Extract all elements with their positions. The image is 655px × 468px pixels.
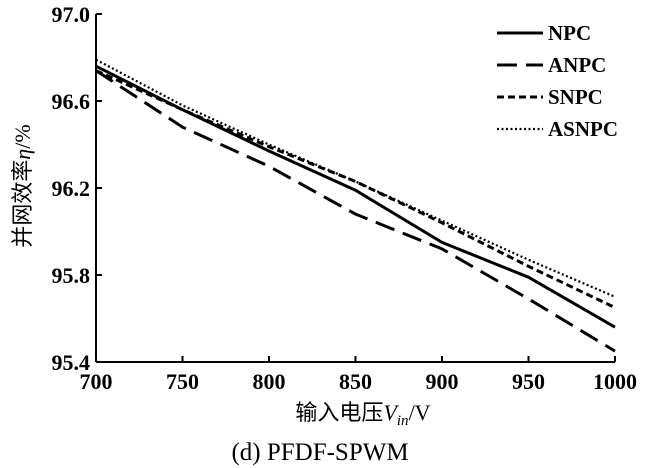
- y-tick-label: 97.0: [52, 2, 91, 27]
- y-tick-label: 95.8: [52, 263, 91, 288]
- x-tick-label: 700: [80, 369, 113, 394]
- series-line-anpc: [95, 69, 616, 353]
- legend-label-anpc: ANPC: [548, 53, 606, 77]
- x-tick-label: 800: [253, 369, 286, 394]
- x-tick-label: 750: [166, 369, 199, 394]
- series-line-asnpc: [95, 58, 616, 298]
- series-lines: [95, 58, 616, 353]
- x-axis-title: 输入电压Vin/V: [295, 400, 430, 429]
- y-tick-label: 96.2: [52, 176, 91, 201]
- x-tick-label: 950: [512, 369, 545, 394]
- series-line-npc: [95, 64, 616, 329]
- legend: NPC ANPC SNPC ASNPC: [497, 21, 618, 141]
- x-tick-label: 900: [426, 369, 459, 394]
- y-tick-label: 96.6: [52, 89, 91, 114]
- chart-caption: (d) PFDF-SPWM: [231, 439, 408, 466]
- legend-label-asnpc: ASNPC: [548, 117, 618, 141]
- y-axis-title: 并网效率η/%: [10, 124, 36, 247]
- series-line-snpc: [95, 69, 616, 309]
- x-axis: 700 750 800 850 900 950 1000: [80, 356, 637, 394]
- legend-label-snpc: SNPC: [548, 85, 603, 109]
- x-tick-label: 850: [339, 369, 372, 394]
- legend-label-npc: NPC: [548, 21, 591, 45]
- y-tick-label: 95.4: [52, 350, 91, 375]
- x-tick-label: 1000: [593, 369, 637, 394]
- y-axis: 95.4 95.8 96.2 96.6 97.0: [52, 2, 102, 375]
